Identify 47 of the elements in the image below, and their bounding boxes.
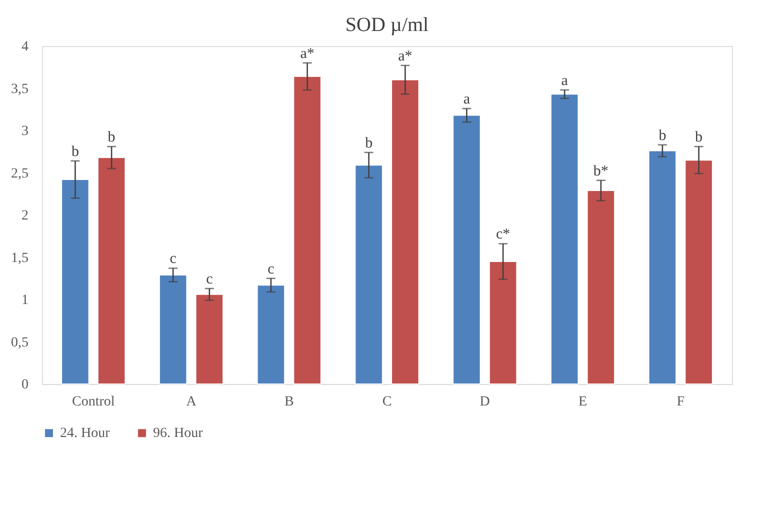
x-tick-label: E: [578, 394, 588, 410]
data-label: b*: [593, 163, 608, 180]
data-label: c: [268, 261, 275, 278]
x-tick-label: A: [186, 394, 198, 410]
bar: [648, 150, 677, 384]
bar: [391, 79, 420, 384]
x-tick-label: B: [284, 394, 294, 410]
data-label: a*: [300, 46, 314, 62]
data-label: b: [658, 128, 666, 144]
bar: [293, 76, 322, 384]
legend-label: 96. Hour: [153, 426, 204, 442]
bar: [550, 94, 579, 384]
bar: [488, 260, 518, 384]
x-tick-label: F: [676, 394, 685, 410]
bar: [256, 284, 286, 384]
data-label: b: [108, 130, 116, 146]
bar: [354, 164, 383, 384]
x-tick-label: D: [480, 394, 490, 410]
x-tick-label: C: [382, 394, 392, 410]
data-label: b: [695, 130, 703, 146]
data-label: a: [463, 92, 470, 108]
bar: [452, 114, 481, 384]
bar: [586, 190, 616, 384]
y-tick-label: 4: [22, 40, 28, 54]
data-label: a: [561, 72, 568, 89]
data-label: a*: [398, 48, 412, 64]
data-label: c*: [496, 226, 510, 243]
y-tick-label: 0,5: [11, 335, 28, 350]
y-tick-label: 0: [22, 378, 28, 392]
y-tick-label: 3: [22, 124, 28, 139]
y-tick-label: 2: [22, 208, 28, 224]
y-tick-label: 1: [22, 293, 28, 308]
data-label: b: [71, 144, 79, 160]
bar: [97, 157, 126, 384]
bar: [195, 294, 224, 384]
chart-title: SOD µ/ml: [345, 14, 430, 36]
bar: [61, 179, 90, 384]
bar: [158, 274, 188, 384]
data-label: b: [365, 135, 373, 152]
x-tick-label: Control: [72, 394, 115, 410]
y-tick-label: 3,5: [11, 82, 28, 97]
y-tick-label: 1,5: [11, 250, 28, 266]
bar: [684, 160, 713, 384]
data-label: c: [206, 272, 214, 288]
legend-label: 24. Hour: [60, 426, 110, 442]
y-tick-label: 2,5: [11, 166, 28, 182]
data-label: c: [170, 251, 177, 268]
